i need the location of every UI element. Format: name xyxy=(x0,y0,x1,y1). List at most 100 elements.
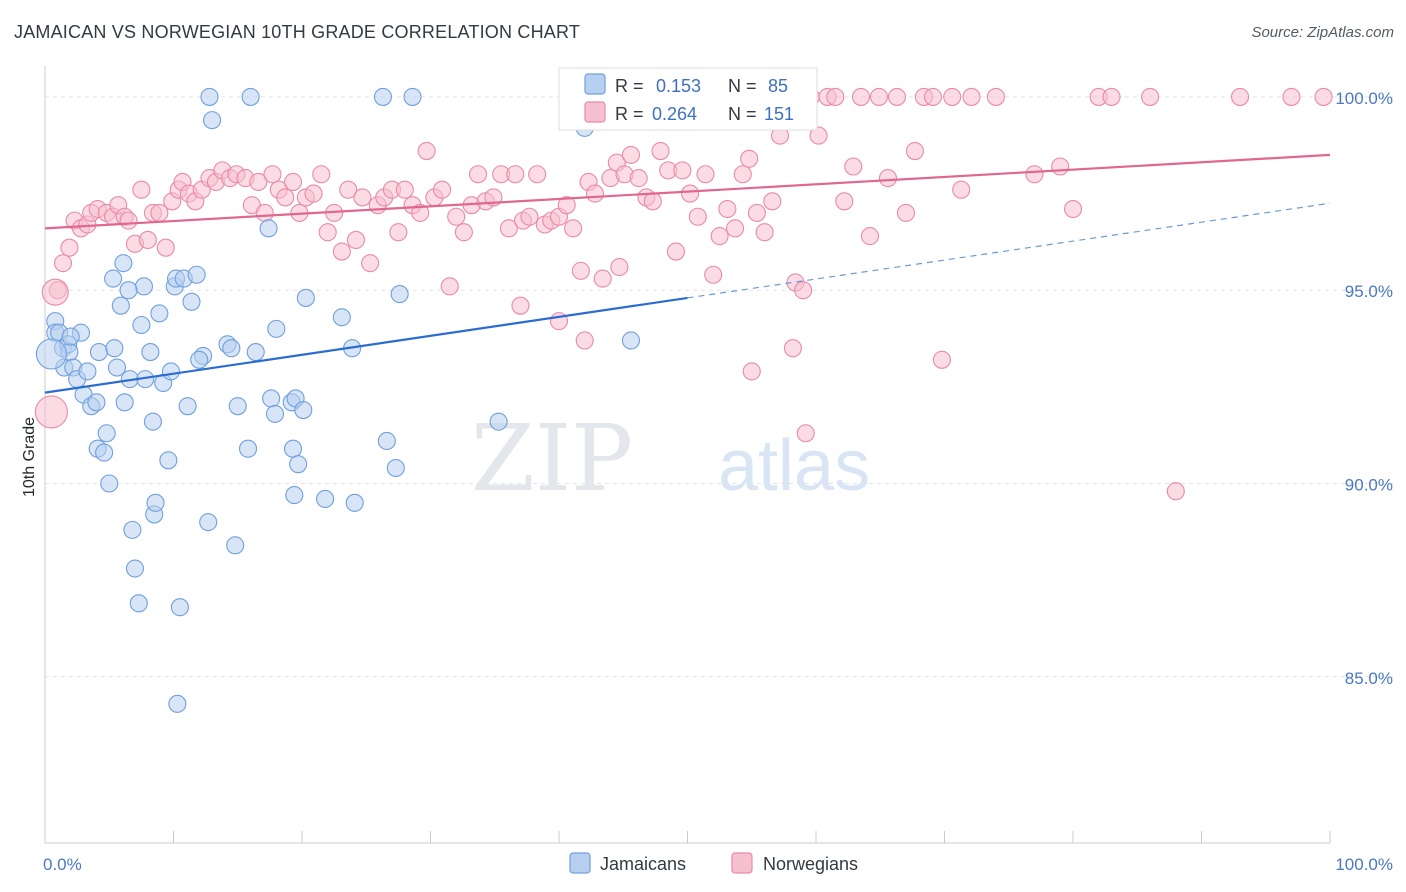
data-point-norwegians xyxy=(255,203,274,222)
data-point-jamaicans xyxy=(97,424,116,443)
data-point-norwegians xyxy=(440,277,459,296)
data-point-norwegians xyxy=(411,203,430,222)
legend-n-label-norwegians: N = xyxy=(728,104,757,124)
data-point-jamaicans xyxy=(134,277,153,296)
data-point-jamaicans xyxy=(373,87,393,106)
data-point-jamaicans xyxy=(259,219,278,238)
chart-title: JAMAICAN VS NORWEGIAN 10TH GRADE CORRELA… xyxy=(14,22,581,42)
data-point-jamaicans xyxy=(170,598,189,617)
data-point-jamaicans xyxy=(104,269,123,288)
data-point-jamaicans xyxy=(621,331,641,350)
data-point-norwegians xyxy=(747,203,766,222)
data-point-norwegians xyxy=(468,165,488,184)
legend-r-value-jamaicans: 0.153 xyxy=(656,76,701,96)
data-point-norwegians xyxy=(688,207,707,226)
data-point-jamaicans xyxy=(285,486,304,505)
data-point-jamaicans xyxy=(489,412,508,431)
data-point-jamaicans xyxy=(246,343,265,362)
data-point-norwegians xyxy=(718,199,737,219)
data-point-norwegians xyxy=(763,192,782,211)
data-point-jamaicans xyxy=(222,339,241,358)
y-axis-title: 10th Grade xyxy=(21,417,38,497)
data-point-norwegians xyxy=(53,254,73,273)
data-point-norwegians xyxy=(869,87,889,106)
data-point-jamaicans xyxy=(100,474,119,493)
data-point-norwegians xyxy=(454,223,473,242)
data-point-norwegians xyxy=(564,219,583,238)
legend-swatch-jamaicans xyxy=(584,73,606,95)
trendlines xyxy=(44,153,1331,394)
data-point-norwegians xyxy=(276,188,295,207)
watermark-atlas: atlas xyxy=(718,426,870,506)
trendline-norwegians xyxy=(44,153,1331,230)
data-point-jamaicans xyxy=(187,265,206,284)
trendline-jamaicans-extension xyxy=(687,202,1331,299)
data-point-jamaicans xyxy=(262,389,281,408)
legend-n-label-jamaicans: N = xyxy=(728,76,757,96)
data-point-jamaicans xyxy=(150,304,169,323)
data-point-norwegians xyxy=(346,230,366,250)
data-point-norwegians xyxy=(585,184,605,203)
data-point-norwegians xyxy=(575,331,594,350)
data-point-norwegians xyxy=(433,180,452,199)
data-point-jamaicans xyxy=(35,338,67,370)
data-point-jamaicans xyxy=(146,493,165,512)
data-point-jamaicans xyxy=(238,439,258,458)
data-point-jamaicans xyxy=(296,288,315,307)
data-point-norwegians xyxy=(932,350,951,369)
data-point-norwegians xyxy=(896,203,916,222)
data-point-norwegians xyxy=(1141,87,1160,106)
data-point-norwegians xyxy=(557,196,576,215)
data-point-jamaicans xyxy=(377,431,396,451)
data-point-norwegians xyxy=(835,192,854,211)
data-point-jamaicans xyxy=(332,308,351,327)
data-point-jamaicans xyxy=(178,397,197,416)
data-point-norwegians xyxy=(986,87,1005,106)
data-point-norwegians xyxy=(905,141,924,161)
legend-n-value-jamaicans: 85 xyxy=(768,76,788,96)
data-point-norwegians xyxy=(742,362,761,381)
y-tick-labels: 100.0% 95.0% 90.0% 85.0% xyxy=(1335,89,1393,688)
data-point-norwegians xyxy=(389,223,408,242)
y-tick-label: 100.0% xyxy=(1335,89,1393,108)
data-point-jamaicans xyxy=(241,87,260,106)
data-point-jamaicans xyxy=(119,281,138,300)
points-norwegians xyxy=(34,87,1333,501)
data-point-norwegians xyxy=(809,126,828,145)
data-point-norwegians xyxy=(138,230,157,250)
data-point-norwegians xyxy=(34,395,68,429)
data-point-jamaicans xyxy=(283,439,303,458)
data-point-jamaicans xyxy=(228,397,247,416)
data-point-jamaicans xyxy=(111,296,130,315)
data-point-jamaicans xyxy=(87,393,106,412)
data-point-norwegians xyxy=(249,172,268,192)
data-point-norwegians xyxy=(417,141,436,161)
data-point-norwegians xyxy=(943,87,962,106)
data-point-jamaicans xyxy=(226,536,245,555)
data-point-jamaicans xyxy=(182,292,201,311)
data-point-norwegians xyxy=(361,254,380,273)
y-tick-label: 90.0% xyxy=(1345,475,1393,494)
data-point-norwegians xyxy=(783,339,802,358)
data-point-norwegians xyxy=(1051,157,1070,176)
data-point-jamaicans xyxy=(141,343,160,362)
data-point-jamaicans xyxy=(190,350,209,369)
data-point-norwegians xyxy=(755,223,774,242)
data-point-norwegians xyxy=(887,87,907,106)
x-tick-label: 100.0% xyxy=(1335,855,1393,874)
data-point-norwegians xyxy=(332,242,351,261)
legend-r-value-norwegians: 0.264 xyxy=(652,104,697,124)
data-point-norwegians xyxy=(1102,87,1121,106)
data-point-norwegians xyxy=(629,169,648,188)
data-point-norwegians xyxy=(681,184,700,203)
watermark: ZIP atlas xyxy=(471,405,870,512)
data-point-norwegians xyxy=(41,278,69,306)
data-point-jamaicans xyxy=(114,254,133,273)
chart-source: Source: ZipAtlas.com xyxy=(1251,24,1394,41)
data-point-norwegians xyxy=(923,87,942,106)
data-point-jamaicans xyxy=(159,451,178,470)
points-jamaicans xyxy=(35,87,641,713)
bottom-legend-swatch-norwegians xyxy=(731,852,753,874)
data-point-jamaicans xyxy=(294,400,313,420)
data-point-jamaicans xyxy=(289,455,308,474)
